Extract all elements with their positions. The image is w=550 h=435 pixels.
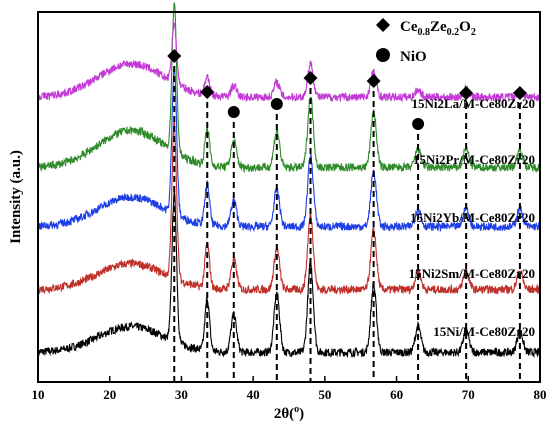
legend: Ce0.8Ze0.2O2 NiO <box>376 18 476 65</box>
series-line-5 <box>37 22 541 103</box>
x-tick-label: 80 <box>534 387 547 402</box>
legend-circle-label: NiO <box>400 49 427 65</box>
diamond-marker-icon <box>366 74 381 88</box>
peak-markers <box>167 49 527 130</box>
diamond-marker-icon <box>200 85 215 99</box>
series-layer <box>37 2 541 359</box>
series-label-4: 15Ni2Pr/M-Ce80Zr20 <box>413 152 535 167</box>
series-line-3 <box>37 66 541 233</box>
x-axis-ticks: 10 20 30 40 50 60 70 80 <box>32 376 547 402</box>
circle-marker-icon <box>412 118 425 130</box>
x-tick-label: 10 <box>32 387 45 402</box>
x-axis-title: 2θ(o) <box>274 404 304 422</box>
series-line-2 <box>37 120 541 296</box>
series-label-3: 15Ni2Yb/M-Ce80Zr20 <box>410 210 535 225</box>
diamond-marker-icon <box>459 86 474 100</box>
circle-legend-icon <box>376 48 390 62</box>
reference-lines <box>173 66 521 382</box>
x-tick-label: 70 <box>462 387 475 402</box>
x-tick-label: 30 <box>175 387 188 402</box>
series-label-2: 15Ni2Sm/M-Ce80Zr20 <box>409 266 535 281</box>
diamond-marker-icon <box>167 49 182 63</box>
x-tick-label: 40 <box>247 387 260 402</box>
series-line-1 <box>37 189 541 359</box>
legend-diamond-label: Ce0.8Ze0.2O2 <box>400 19 476 38</box>
series-labels: 15Ni/M-Ce80Zr20 15Ni2Sm/M-Ce80Zr20 15Ni2Yb… <box>409 96 535 339</box>
diamond-marker-icon <box>512 86 527 100</box>
x-tick-label: 50 <box>318 387 331 402</box>
series-label-5: 15Ni2La/M-Ce80Zr20 <box>412 96 535 111</box>
circle-marker-icon <box>227 106 240 118</box>
diamond-marker-icon <box>303 71 318 85</box>
series-label-1: 15Ni/M-Ce80Zr20 <box>433 324 535 339</box>
series-line-4 <box>37 2 541 174</box>
y-axis-title: Intensity (a.u.) <box>8 150 24 244</box>
x-tick-label: 60 <box>390 387 403 402</box>
x-tick-label: 20 <box>103 387 116 402</box>
diamond-legend-icon <box>376 18 390 32</box>
circle-marker-icon <box>270 98 283 110</box>
plot-frame <box>37 11 541 383</box>
